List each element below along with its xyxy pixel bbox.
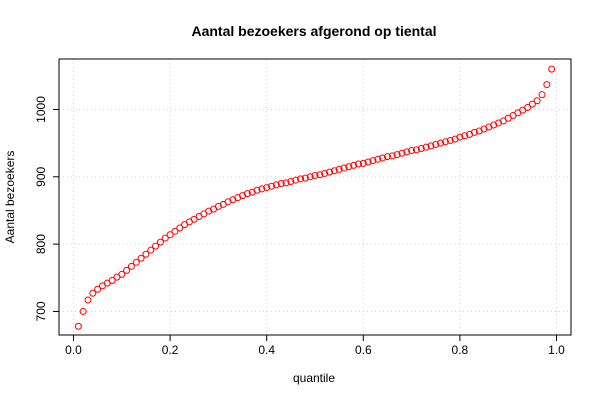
data-point <box>272 181 280 189</box>
x-tick-label: 0.8 <box>452 343 469 357</box>
data-point <box>437 139 445 147</box>
data-point <box>161 234 169 242</box>
data-point <box>432 140 440 148</box>
data-point <box>89 289 97 297</box>
data-point <box>528 100 536 108</box>
x-tick-label: 0.0 <box>65 343 82 357</box>
data-point <box>137 254 145 262</box>
data-point <box>533 97 541 105</box>
data-point <box>335 165 343 173</box>
data-point <box>176 224 184 232</box>
x-axis-label: quantile <box>293 371 335 385</box>
data-point <box>132 258 140 266</box>
data-point <box>422 143 430 151</box>
data-point <box>74 322 82 330</box>
grid-lines <box>59 59 571 335</box>
data-point <box>369 157 377 165</box>
data-point <box>118 270 126 278</box>
data-point <box>427 142 435 150</box>
x-tick-label: 0.4 <box>258 343 275 357</box>
data-point <box>268 182 276 190</box>
x-tick-label: 1.0 <box>548 343 565 357</box>
data-point <box>297 175 305 183</box>
data-point <box>461 132 469 140</box>
data-point <box>292 176 300 184</box>
data-points <box>74 65 556 330</box>
data-point <box>156 238 164 246</box>
data-point <box>456 133 464 141</box>
data-point <box>354 160 362 168</box>
data-point <box>123 266 131 274</box>
x-axis: 0.0 0.2 0.4 0.6 0.8 1.0 <box>65 335 565 357</box>
data-point <box>321 169 329 177</box>
chart-title: Aantal bezoekers afgerond op tiental <box>191 23 436 39</box>
data-point <box>441 138 449 146</box>
data-point <box>325 168 333 176</box>
data-point <box>127 262 135 270</box>
y-tick-label: 700 <box>34 301 48 321</box>
data-point <box>340 164 348 172</box>
data-point <box>301 174 309 182</box>
data-point <box>548 65 556 73</box>
data-point <box>412 146 420 154</box>
data-point <box>403 148 411 156</box>
data-point <box>79 307 87 315</box>
data-point <box>359 159 367 167</box>
data-point <box>166 231 174 239</box>
y-tick-label: 1000 <box>34 96 48 123</box>
data-point <box>350 161 358 169</box>
data-point <box>374 155 382 163</box>
data-point <box>311 171 319 179</box>
data-point <box>243 190 251 198</box>
data-point <box>470 128 478 136</box>
data-point <box>306 173 314 181</box>
data-point <box>316 171 324 179</box>
data-point <box>277 180 285 188</box>
data-point <box>152 242 160 250</box>
data-point <box>446 136 454 144</box>
data-point <box>258 185 266 193</box>
data-point <box>388 152 396 160</box>
data-point <box>379 154 387 162</box>
data-point <box>408 147 416 155</box>
y-axis: 700 800 900 1000 <box>34 96 59 321</box>
data-point <box>142 250 150 258</box>
data-point <box>253 186 261 194</box>
data-point <box>543 81 551 89</box>
x-tick-label: 0.2 <box>162 343 179 357</box>
data-point <box>398 149 406 157</box>
data-point <box>94 285 102 293</box>
data-point <box>383 153 391 161</box>
data-point <box>84 296 92 304</box>
data-point <box>330 167 338 175</box>
y-tick-label: 900 <box>34 166 48 186</box>
data-point <box>393 151 401 159</box>
data-point <box>108 276 116 284</box>
data-point <box>538 91 546 99</box>
plot-frame <box>58 58 572 336</box>
data-point <box>524 103 532 111</box>
data-point <box>364 158 372 166</box>
data-point <box>287 178 295 186</box>
data-point <box>345 163 353 171</box>
y-axis-label: Aantal bezoekers <box>3 151 17 244</box>
data-point <box>263 184 271 192</box>
data-point <box>282 179 290 187</box>
x-tick-label: 0.6 <box>355 343 372 357</box>
data-point <box>171 227 179 235</box>
data-point <box>147 246 155 254</box>
y-tick-label: 800 <box>34 234 48 254</box>
data-point <box>417 145 425 153</box>
